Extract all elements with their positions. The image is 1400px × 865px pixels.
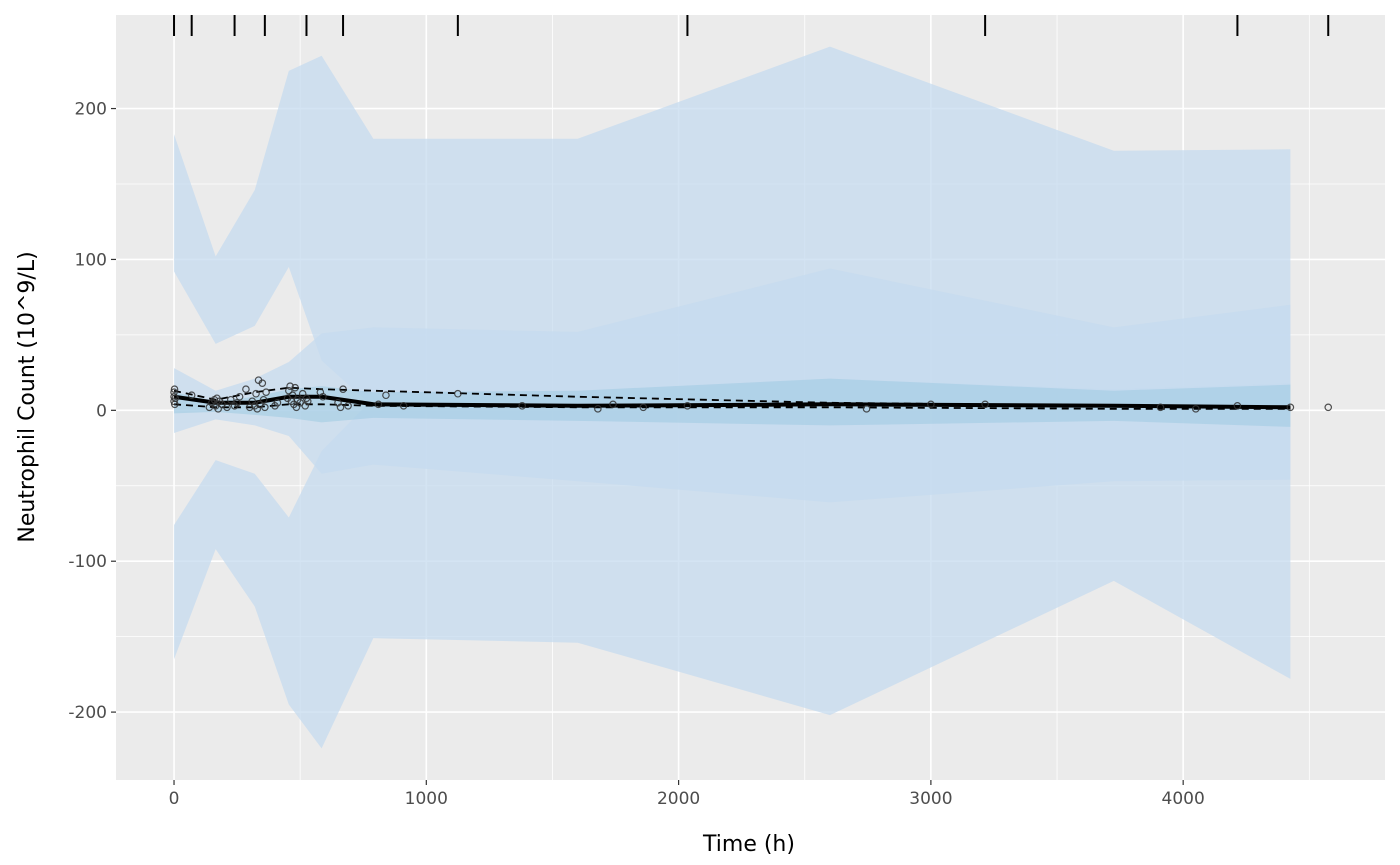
observed-point [214,405,222,413]
observed-point [235,392,244,401]
observed-point [609,400,617,409]
observed-point [927,400,935,409]
observed-points [170,376,1333,413]
observed-point [344,401,352,410]
x-axis: 0 1000 2000 3000 4000 [169,780,1205,809]
observed-point [170,385,179,394]
observed-point [170,392,178,401]
observed-point [382,391,390,400]
observed-point [285,386,293,395]
x-tick-label: 2000 [657,789,700,809]
observed-percentile-line-dashed [173,386,1291,409]
observed-point [339,385,347,394]
observed-point [259,395,268,404]
bin-edge-rug [173,15,1330,36]
observed-point [252,389,260,398]
observed-point [518,401,526,410]
observed-point [292,403,301,412]
observed-point [226,395,235,404]
observed-point [319,392,327,401]
observed-point [399,401,408,410]
observed-point [1233,401,1242,410]
y-tick-label: -200 [68,703,107,723]
observed-point [336,403,345,412]
y-tick-label: -100 [68,552,107,572]
observed-point [298,389,307,398]
band-outer_lower [174,378,1291,749]
y-tick-label: 0 [96,401,107,421]
observed-point [187,391,196,400]
observed-point [262,388,270,397]
observed-point [594,405,602,413]
observed-point [862,405,871,413]
observed-point [288,391,297,400]
y-tick-label: 100 [75,250,107,270]
observed-point [683,401,692,410]
observed-point [273,398,282,407]
observed-point [261,403,269,412]
observed-point [223,403,231,412]
observed-point [1286,403,1295,412]
x-tick-label: 3000 [909,789,952,809]
observed-point [258,379,267,387]
observed-point [981,400,989,409]
x-tick-label: 4000 [1162,789,1205,809]
observed-point [171,394,180,403]
observed-point [286,382,294,390]
band-inner_median [174,378,1291,427]
x-tick-label: 0 [169,789,180,809]
x-axis-title: Time (h) [702,832,795,857]
y-axis-title: Neutrophil Count (10^9/L) [15,251,40,542]
observed-point [1156,403,1165,412]
observed-point [1191,405,1200,413]
observed-point [242,385,250,394]
observed-point [303,397,312,406]
observed-point [454,389,462,398]
observed-point [291,383,299,392]
prediction-interval-bands [174,46,1291,749]
observed-percentile-line-dashed [173,403,1291,410]
observed-point [1324,403,1333,412]
x-tick-label: 1000 [405,789,448,809]
observed-point [374,400,383,409]
y-axis: -200 -100 0 100 200 [68,100,116,723]
y-tick-label: 200 [75,100,107,120]
observed-point [639,403,648,412]
